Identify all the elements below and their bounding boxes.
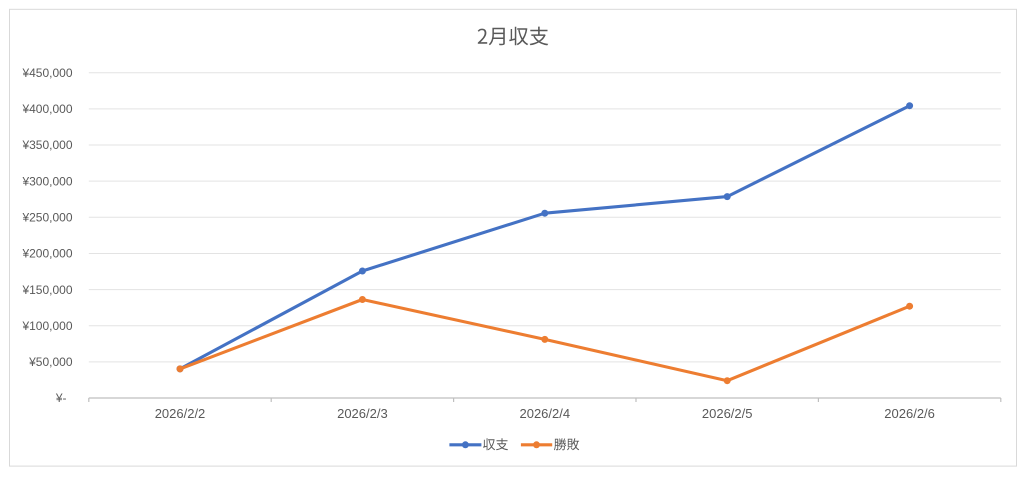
svg-text:¥-: ¥- — [55, 391, 67, 405]
svg-text:2026/2/5: 2026/2/5 — [702, 406, 753, 421]
svg-text:¥400,000: ¥400,000 — [21, 102, 72, 116]
svg-text:2026/2/2: 2026/2/2 — [155, 406, 206, 421]
svg-text:¥250,000: ¥250,000 — [21, 211, 72, 225]
svg-text:¥100,000: ¥100,000 — [21, 319, 72, 333]
svg-text:¥50,000: ¥50,000 — [28, 355, 73, 369]
svg-text:2026/2/6: 2026/2/6 — [884, 406, 935, 421]
svg-text:¥300,000: ¥300,000 — [21, 174, 72, 188]
svg-text:¥150,000: ¥150,000 — [21, 283, 72, 297]
svg-text:2026/2/3: 2026/2/3 — [337, 406, 388, 421]
svg-text:2026/2/4: 2026/2/4 — [519, 406, 570, 421]
svg-text:¥200,000: ¥200,000 — [21, 247, 72, 261]
svg-text:¥450,000: ¥450,000 — [21, 66, 72, 80]
svg-text:¥350,000: ¥350,000 — [21, 138, 72, 152]
